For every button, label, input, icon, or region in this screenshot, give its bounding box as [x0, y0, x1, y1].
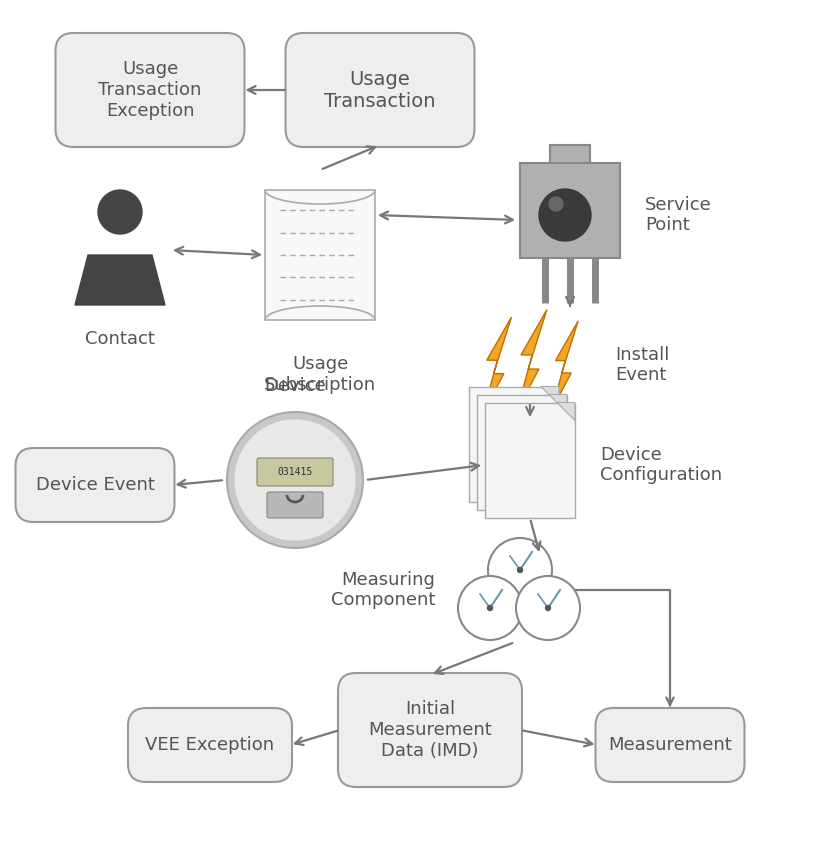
FancyBboxPatch shape — [257, 458, 333, 486]
Text: Device
Configuration: Device Configuration — [600, 446, 722, 485]
Polygon shape — [552, 321, 578, 409]
FancyBboxPatch shape — [338, 673, 522, 787]
FancyBboxPatch shape — [267, 492, 323, 518]
Circle shape — [545, 605, 550, 610]
Circle shape — [549, 197, 563, 211]
FancyBboxPatch shape — [596, 708, 744, 782]
FancyBboxPatch shape — [477, 395, 567, 509]
Polygon shape — [549, 395, 567, 413]
Polygon shape — [541, 386, 559, 404]
Text: Install
Event: Install Event — [615, 346, 670, 385]
Text: Measurement: Measurement — [608, 736, 732, 754]
Text: Initial
Measurement
Data (IMD): Initial Measurement Data (IMD) — [368, 700, 492, 760]
Text: Contact: Contact — [85, 330, 155, 348]
Text: Usage
Transaction
Exception: Usage Transaction Exception — [98, 60, 201, 120]
Polygon shape — [483, 317, 512, 413]
Text: VEE Exception: VEE Exception — [145, 736, 274, 754]
FancyBboxPatch shape — [550, 144, 590, 162]
Circle shape — [98, 190, 142, 234]
Circle shape — [488, 538, 552, 602]
Text: Measuring
Component: Measuring Component — [331, 571, 435, 610]
Circle shape — [487, 605, 492, 610]
FancyBboxPatch shape — [469, 386, 559, 502]
FancyBboxPatch shape — [520, 162, 620, 257]
Circle shape — [516, 576, 580, 640]
FancyBboxPatch shape — [285, 33, 475, 147]
Polygon shape — [517, 310, 547, 410]
Text: Usage
Subscription: Usage Subscription — [264, 355, 376, 394]
FancyBboxPatch shape — [128, 708, 292, 782]
Polygon shape — [557, 402, 575, 420]
Text: Device: Device — [264, 377, 326, 395]
Circle shape — [235, 420, 355, 540]
FancyBboxPatch shape — [485, 402, 575, 518]
Text: 031415: 031415 — [278, 467, 313, 477]
Circle shape — [539, 189, 591, 241]
Circle shape — [458, 576, 522, 640]
Text: Usage
Transaction: Usage Transaction — [324, 70, 435, 110]
Polygon shape — [75, 255, 165, 305]
Circle shape — [227, 412, 363, 548]
FancyBboxPatch shape — [265, 190, 375, 320]
FancyBboxPatch shape — [15, 448, 175, 522]
Text: Device Event: Device Event — [35, 476, 154, 494]
Circle shape — [518, 567, 523, 572]
Text: Service
Point: Service Point — [645, 195, 711, 234]
FancyBboxPatch shape — [55, 33, 244, 147]
